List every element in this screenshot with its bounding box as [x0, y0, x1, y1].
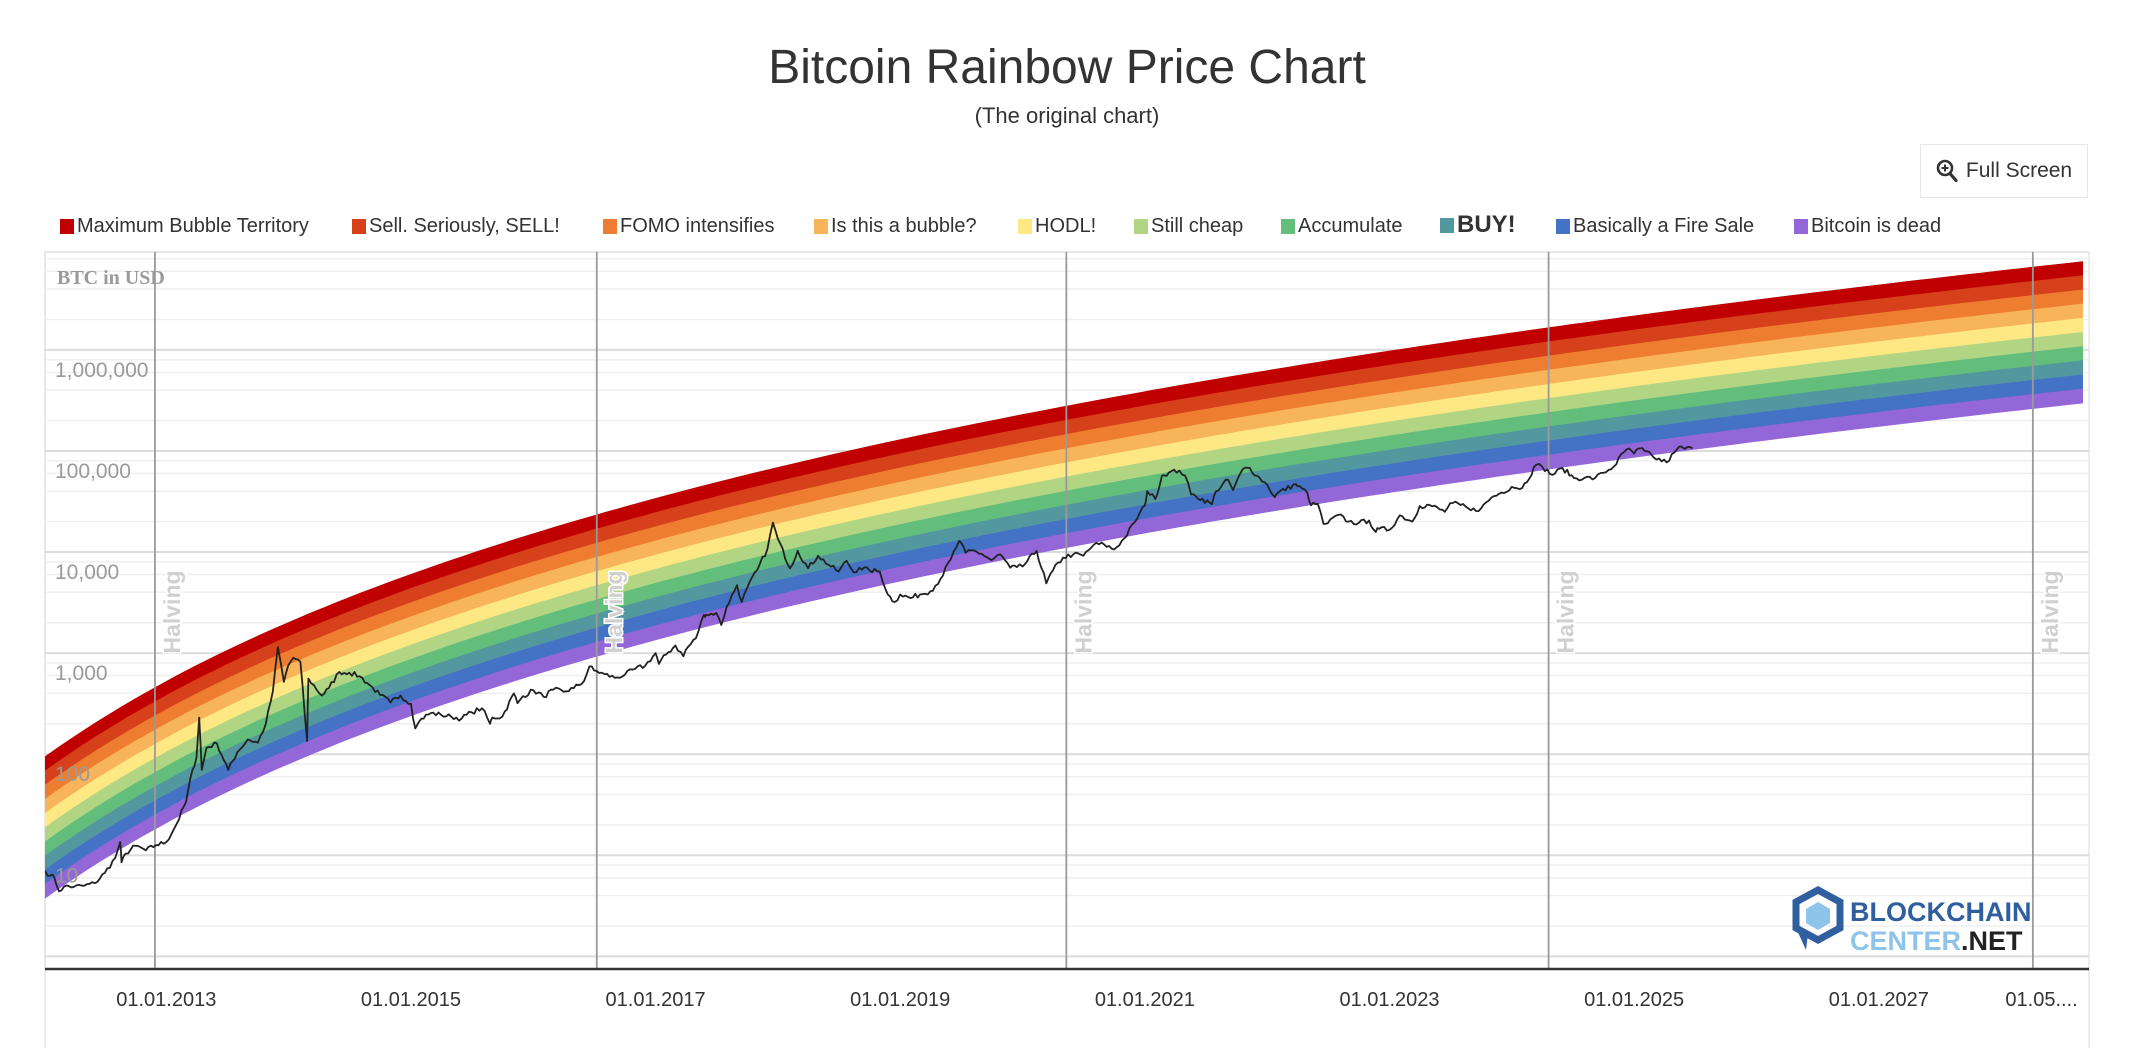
legend-item-hodl[interactable]: HODL!	[1018, 215, 1096, 238]
rainbow-band	[45, 332, 2083, 843]
x-tick-label: 01.01.2019	[850, 989, 950, 1011]
legend-label: Still cheap	[1151, 215, 1244, 237]
rainbow-band	[45, 317, 2083, 828]
legend-item-buy[interactable]: BUY!	[1440, 211, 1516, 239]
x-tick-label: 01.01.2025	[1584, 989, 1684, 1011]
logo-text-center: CENTER.NET	[1850, 926, 2023, 956]
y-tick-label: 10	[55, 864, 78, 887]
halving-label: Halving	[601, 570, 627, 653]
x-tick-label: 01.01.2013	[116, 989, 216, 1011]
x-axis-labels: 01.01.2013 01.01.2015 01.01.2017 01.01.2019…	[116, 989, 2077, 1011]
halving-label: Halving	[1553, 570, 1579, 653]
legend-label: BUY!	[1457, 211, 1516, 238]
chart-subtitle: (The original chart)	[974, 103, 1160, 128]
rainbow-band	[45, 346, 2083, 857]
grid-lines	[44, 251, 2090, 1048]
blockchaincenter-logo: BLOCKCHAIN CENTER.NET	[1792, 886, 2032, 956]
legend-swatch	[1134, 219, 1148, 234]
x-tick-label: 01.05....	[2005, 989, 2077, 1011]
legend-item-bitcoin-dead[interactable]: Bitcoin is dead	[1794, 215, 1941, 238]
halving-label: Halving	[159, 570, 185, 653]
y-tick-label: 100,000	[55, 460, 131, 483]
legend-item-sell[interactable]: Sell. Seriously, SELL!	[352, 215, 560, 238]
legend-label: Is this a bubble?	[831, 215, 977, 237]
y-tick-label: 10,000	[55, 561, 119, 584]
halving-lines: Halving Halving Halving Halving Halving	[154, 252, 2064, 969]
rainbow-band	[45, 388, 2083, 899]
legend-item-still-cheap[interactable]: Still cheap	[1134, 215, 1243, 238]
chart-title: Bitcoin Rainbow Price Chart	[768, 41, 1366, 94]
legend-item-fomo[interactable]: FOMO intensifies	[603, 215, 774, 238]
rainbow-band	[45, 289, 2083, 800]
x-tick-label: 01.01.2015	[361, 989, 461, 1011]
halving-label: Halving	[2037, 570, 2063, 653]
legend-item-fire-sale[interactable]: Basically a Fire Sale	[1556, 215, 1754, 238]
legend-label: Maximum Bubble Territory	[77, 215, 309, 237]
zoom-in-magnifier-icon	[1936, 159, 1958, 183]
legend-swatch	[60, 219, 74, 234]
rainbow-band	[45, 261, 2083, 772]
x-tick-label: 01.01.2027	[1829, 989, 1929, 1011]
legend-swatch	[352, 219, 366, 234]
legend-swatch	[1018, 219, 1032, 234]
x-tick-label: 01.01.2021	[1095, 989, 1195, 1011]
logo-text-center-part: CENTER	[1850, 926, 1961, 956]
legend-swatch	[814, 219, 828, 234]
y-tick-label: 1,000	[55, 662, 108, 685]
legend-label: Sell. Seriously, SELL!	[369, 215, 560, 237]
y-axis-title: BTC in USD	[57, 267, 165, 289]
price-series	[45, 445, 1693, 893]
legend-swatch	[1440, 217, 1454, 233]
halving-label: Halving	[1070, 570, 1096, 653]
legend-label: Accumulate	[1298, 215, 1403, 237]
x-tick-label: 01.01.2017	[606, 989, 706, 1011]
legend-swatch	[603, 219, 617, 234]
rainbow-bands	[45, 261, 2083, 899]
logo-text-net-part: .NET	[1961, 926, 2023, 956]
btc-price-line	[45, 445, 1693, 893]
legend-item-accumulate[interactable]: Accumulate	[1281, 215, 1403, 238]
full-screen-label: Full Screen	[1965, 159, 2073, 182]
logo-text-blockchain: BLOCKCHAIN	[1850, 897, 2032, 927]
legend-item-bubble[interactable]: Is this a bubble?	[814, 215, 977, 238]
legend-item-maximum-bubble[interactable]: Maximum Bubble Territory	[60, 215, 309, 238]
rainbow-band	[45, 275, 2083, 786]
legend-swatch	[1281, 219, 1295, 234]
y-tick-label: 1,000,000	[55, 359, 148, 382]
legend-swatch	[1556, 219, 1570, 234]
y-tick-label: 100	[55, 763, 90, 786]
full-screen-button[interactable]: Full Screen	[1920, 144, 2088, 198]
y-axis-labels: 10 100 1,000 10,000 100,000 1,000,000	[55, 359, 148, 887]
legend-label: FOMO intensifies	[620, 215, 775, 237]
legend-label: Bitcoin is dead	[1811, 215, 1942, 237]
legend-label: HODL!	[1035, 215, 1097, 237]
x-tick-label: 01.01.2023	[1339, 989, 1439, 1011]
rainbow-band	[45, 374, 2083, 885]
legend-label: Basically a Fire Sale	[1573, 215, 1755, 237]
rainbow-band	[45, 303, 2083, 814]
rainbow-band	[45, 360, 2083, 871]
legend-swatch	[1794, 219, 1808, 234]
